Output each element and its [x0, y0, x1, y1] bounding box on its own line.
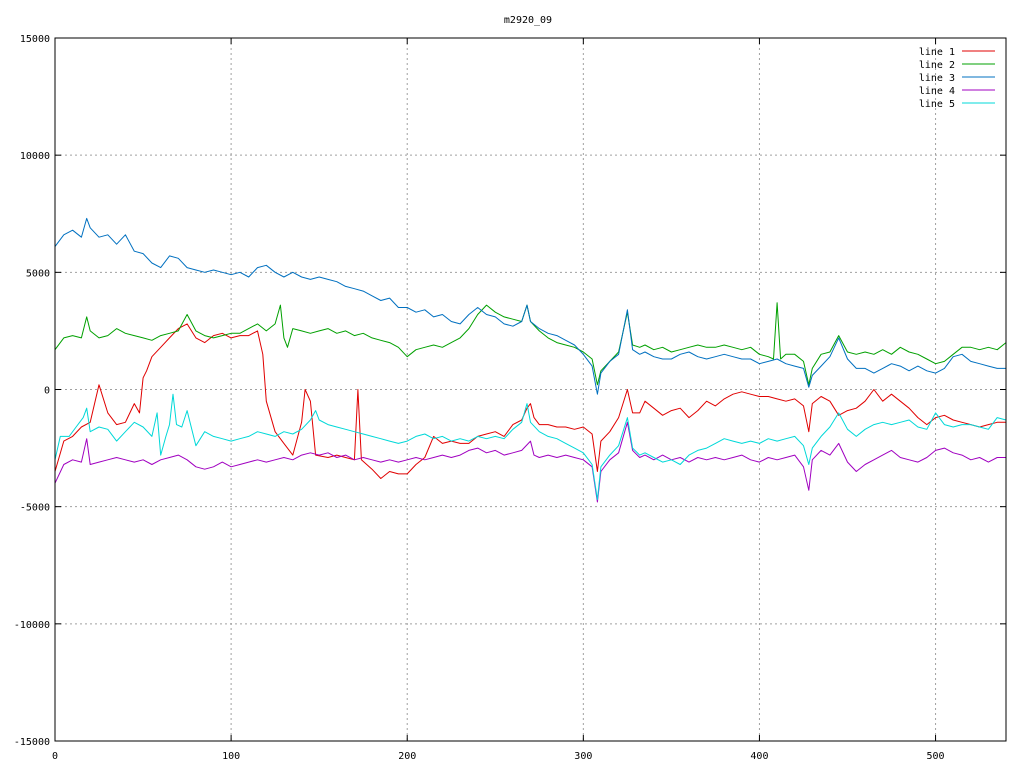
- series-line-5: [54, 393, 1007, 501]
- axis-ticks: -15000 -10000 -5000 0 5000 10000 15000 0 100 200 3…: [14, 34, 1006, 762]
- series-line-2: [54, 302, 1007, 386]
- x-tick-label: 500: [927, 751, 945, 762]
- legend-label-4: line 4: [919, 86, 955, 97]
- chart-title: m2920_09: [504, 15, 552, 26]
- legend-label-2: line 2: [919, 60, 955, 71]
- x-tick-label: 300: [574, 751, 592, 762]
- y-tick-label: 10000: [20, 151, 50, 162]
- y-tick-label: 0: [44, 386, 50, 397]
- y-tick-label: 15000: [20, 34, 50, 45]
- x-tick-label: 0: [52, 751, 58, 762]
- series-line-4: [54, 421, 1006, 503]
- x-tick-label: 400: [750, 751, 768, 762]
- y-tick-label: -15000: [14, 737, 50, 748]
- legend-label-3: line 3: [919, 73, 955, 84]
- series-line-3: [54, 217, 1006, 395]
- series-line-1: [54, 323, 1006, 479]
- legend-label-1: line 1: [919, 47, 955, 58]
- legend: line 1 line 2 line 3 line 4 line 5: [919, 47, 995, 110]
- x-tick-label: 100: [222, 751, 240, 762]
- series-group: [54, 217, 1007, 503]
- y-tick-label: 5000: [26, 268, 50, 279]
- y-tick-label: -5000: [20, 503, 50, 514]
- legend-label-5: line 5: [919, 99, 955, 110]
- x-tick-label: 200: [398, 751, 416, 762]
- grid-lines: [55, 38, 1006, 741]
- y-tick-label: -10000: [14, 620, 50, 631]
